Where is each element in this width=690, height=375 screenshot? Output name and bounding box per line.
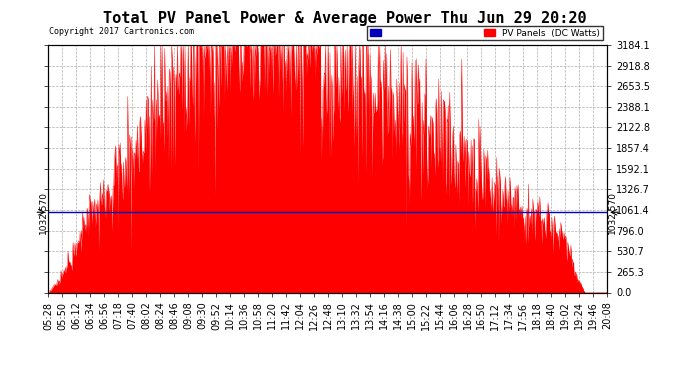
- Text: 1032.570: 1032.570: [608, 191, 617, 234]
- Text: Copyright 2017 Cartronics.com: Copyright 2017 Cartronics.com: [50, 27, 195, 36]
- Text: 1032.570: 1032.570: [39, 191, 48, 234]
- Text: Total PV Panel Power & Average Power Thu Jun 29 20:20: Total PV Panel Power & Average Power Thu…: [104, 11, 586, 26]
- Legend: Average  (DC Watts), PV Panels  (DC Watts): Average (DC Watts), PV Panels (DC Watts): [367, 26, 602, 40]
